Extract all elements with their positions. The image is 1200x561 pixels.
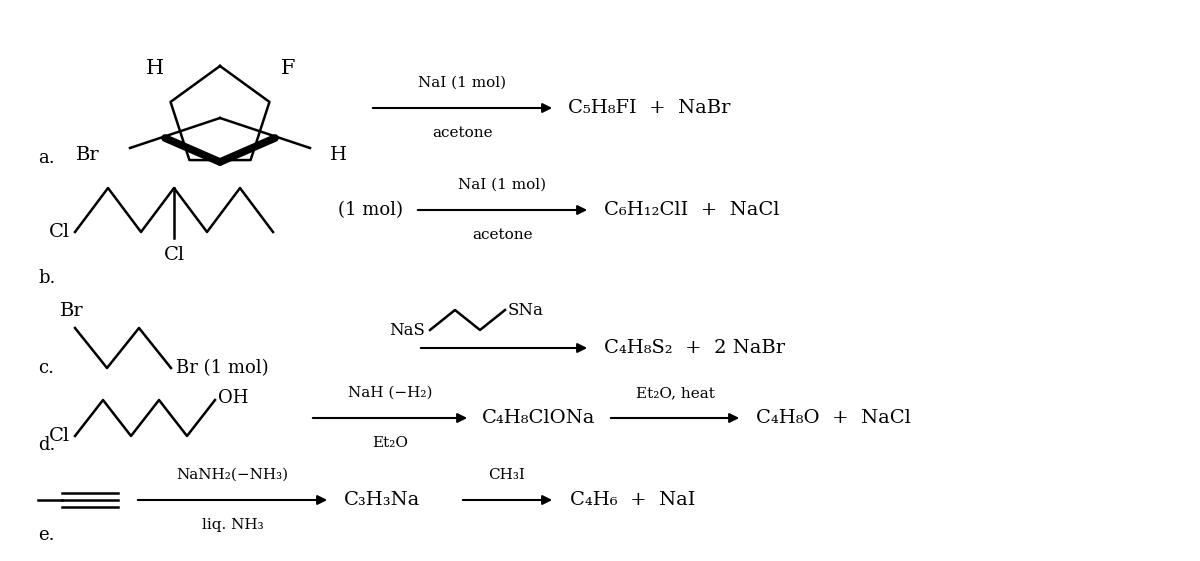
Text: e.: e. xyxy=(38,526,54,544)
Text: acetone: acetone xyxy=(432,126,493,140)
Text: Br (1 mol): Br (1 mol) xyxy=(176,359,269,377)
Text: CH₃I: CH₃I xyxy=(488,468,526,482)
Text: NaS: NaS xyxy=(389,321,425,338)
Text: C₅H₈FI  +  NaBr: C₅H₈FI + NaBr xyxy=(568,99,731,117)
Text: Br: Br xyxy=(77,146,100,164)
Text: H: H xyxy=(330,146,347,164)
Text: d.: d. xyxy=(38,436,55,454)
Text: C₄H₈ClONa: C₄H₈ClONa xyxy=(482,409,595,427)
Text: Et₂O, heat: Et₂O, heat xyxy=(636,386,714,400)
Text: Cl: Cl xyxy=(49,223,70,241)
Text: C₄H₆  +  NaI: C₄H₆ + NaI xyxy=(570,491,695,509)
Text: Cl: Cl xyxy=(49,427,70,445)
Text: c.: c. xyxy=(38,359,54,377)
Text: a.: a. xyxy=(38,149,55,167)
Text: NaH (−H₂): NaH (−H₂) xyxy=(348,386,432,400)
Text: C₄H₈S₂  +  2 NaBr: C₄H₈S₂ + 2 NaBr xyxy=(604,339,785,357)
Text: F: F xyxy=(281,58,295,77)
Text: OH: OH xyxy=(218,389,248,407)
Text: H: H xyxy=(146,58,164,77)
Text: Et₂O: Et₂O xyxy=(372,436,408,450)
Text: liq. NH₃: liq. NH₃ xyxy=(202,518,263,532)
Text: (1 mol): (1 mol) xyxy=(337,201,402,219)
Text: C₆H₁₂ClI  +  NaCl: C₆H₁₂ClI + NaCl xyxy=(604,201,780,219)
Text: Br: Br xyxy=(60,302,84,320)
Text: C₃H₃Na: C₃H₃Na xyxy=(344,491,420,509)
Text: Cl: Cl xyxy=(163,246,185,264)
Text: NaNH₂(−NH₃): NaNH₂(−NH₃) xyxy=(176,468,288,482)
Text: SNa: SNa xyxy=(508,301,544,319)
Text: C₄H₈O  +  NaCl: C₄H₈O + NaCl xyxy=(756,409,911,427)
Text: NaI (1 mol): NaI (1 mol) xyxy=(419,76,506,90)
Text: acetone: acetone xyxy=(472,228,533,242)
Text: NaI (1 mol): NaI (1 mol) xyxy=(458,178,546,192)
Text: b.: b. xyxy=(38,269,55,287)
